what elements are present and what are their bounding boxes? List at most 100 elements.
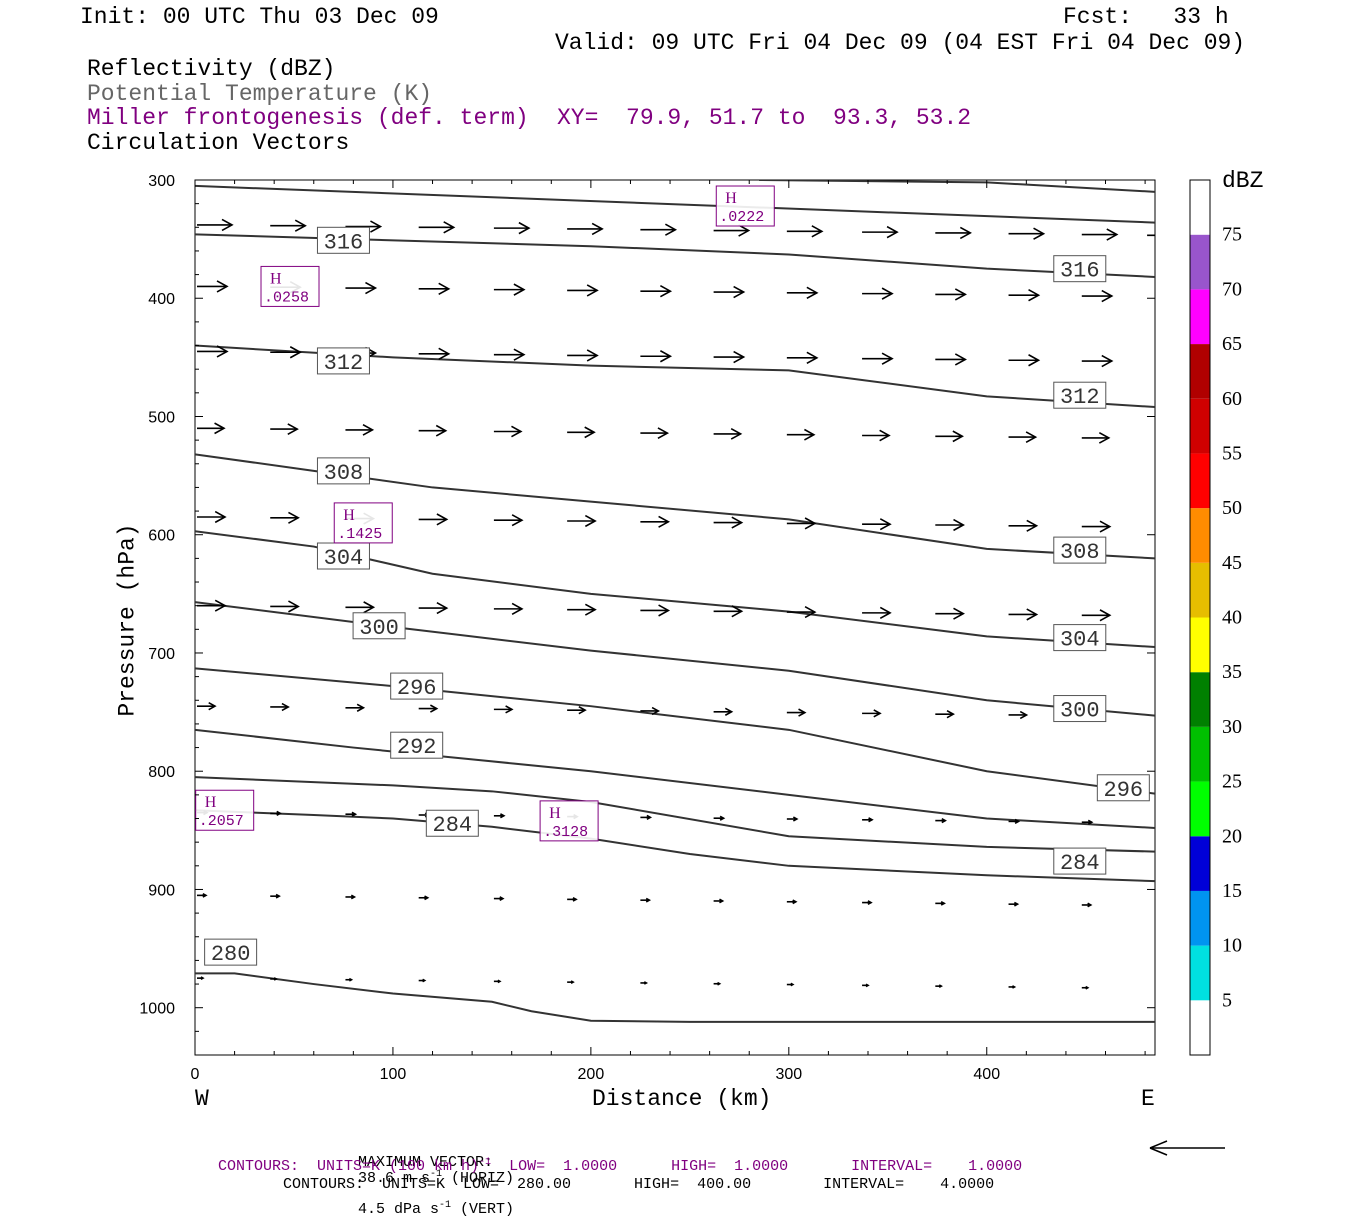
footer-theta-contours: CONTOURS: UNITS=K LOW= 280.00 HIGH= 400.… [283, 1176, 995, 1193]
circulation-vector [713, 815, 726, 821]
circulation-vector [935, 710, 955, 719]
circulation-vector [345, 703, 366, 712]
colorbar-label: 30 [1222, 716, 1242, 738]
circulation-vector [270, 423, 299, 436]
circulation-vector [567, 980, 575, 984]
circulation-vector [1081, 228, 1119, 241]
frontogenesis-max-box [260, 265, 320, 307]
contour-label-box [1053, 695, 1107, 723]
circulation-vector [493, 221, 531, 235]
circulation-vector [935, 900, 946, 906]
x-axis-east-label: E [1141, 1086, 1155, 1112]
contour-label-304: 304 [324, 546, 364, 571]
circulation-vector [1081, 432, 1111, 444]
frontogenesis-max-value: .2057 [199, 813, 244, 830]
contour-label-box [1096, 774, 1150, 802]
circulation-vector [1008, 227, 1046, 240]
contour-label-box [316, 542, 370, 570]
circulation-vector [197, 345, 229, 358]
contour-label-box [316, 457, 370, 485]
circulation-vector [493, 602, 524, 615]
circulation-vector [418, 424, 448, 437]
colorbar-segment [1190, 398, 1210, 454]
theta-contour-300 [195, 601, 1155, 717]
circulation-vector [270, 893, 281, 899]
circulation-vector [862, 709, 882, 718]
frontogenesis-max-value: .0222 [719, 209, 764, 226]
frontogenesis-max-marker: H [725, 190, 737, 207]
circulation-vector [713, 224, 751, 237]
max-vector-label: MAXIMUM VECTOR: [358, 1154, 494, 1171]
theta-contour-296 [195, 667, 1155, 795]
circulation-vector [862, 429, 891, 442]
circulation-vector [270, 810, 282, 817]
theta-contour-280 [195, 972, 1155, 1023]
colorbar-segment [1190, 617, 1210, 673]
circulation-vector [418, 601, 449, 615]
circulation-vector [1008, 985, 1017, 989]
circulation-vector [567, 706, 587, 715]
colorbar-segment [1190, 344, 1210, 399]
circulation-vector [345, 424, 375, 436]
circulation-vector [197, 422, 226, 435]
circulation-vector [418, 513, 449, 526]
colorbar-segment [1190, 672, 1210, 727]
x-tick-label: 300 [775, 1066, 802, 1083]
circulation-vector [713, 605, 744, 618]
circulation-vector [418, 347, 451, 361]
x-tick-label: 200 [578, 1066, 605, 1083]
colorbar-segment [1190, 836, 1210, 891]
contour-label-316: 316 [1060, 259, 1100, 284]
circulation-vector [1008, 901, 1020, 907]
theta-contour-292 [195, 728, 1155, 829]
circulation-vector [1081, 520, 1112, 533]
contour-label-312: 312 [1060, 385, 1100, 410]
circulation-vector [197, 702, 217, 711]
frontogenesis-max-box [195, 789, 255, 831]
contour-label-316: 316 [324, 230, 364, 255]
circulation-vector [567, 514, 597, 528]
circulation-vector [1008, 289, 1041, 302]
contour-label-box [352, 612, 406, 640]
circulation-vector [270, 977, 278, 981]
circulation-vector [862, 606, 892, 619]
frontogenesis-max-marker: H [205, 794, 217, 811]
colorbar-label: 5 [1222, 989, 1232, 1011]
circulation-vector [197, 218, 234, 232]
circulation-vector [640, 604, 671, 617]
circulation-vector [1008, 818, 1021, 825]
init-time: Init: 00 UTC Thu 03 Dec 09 [80, 4, 439, 30]
max-vector-vert: 4.5 dPa s-1 (VERT) [358, 1200, 515, 1218]
circulation-vector [935, 518, 965, 532]
contour-label-300: 300 [1060, 699, 1100, 724]
colorbar-segment [1190, 945, 1210, 1001]
contour-label-box [425, 809, 479, 837]
colorbar-label: 60 [1222, 388, 1242, 410]
colorbar-label: 65 [1222, 333, 1242, 355]
circulation-vector [1081, 819, 1094, 825]
y-tick-label: 700 [148, 646, 175, 663]
circulation-vector [567, 284, 599, 297]
y-axis-title: Pressure (hPa) [114, 523, 141, 717]
frontogenesis-max-value: .1425 [337, 526, 382, 543]
circulation-vector [270, 219, 307, 232]
circulation-vector [935, 430, 964, 443]
circulation-vector [197, 892, 208, 898]
theta-contour-320 [195, 184, 1155, 224]
contour-label-284: 284 [433, 813, 473, 838]
colorbar-label: 70 [1222, 278, 1242, 300]
frontogenesis-max-box [715, 185, 775, 227]
circulation-vector [345, 281, 378, 295]
y-tick-label: 400 [148, 291, 175, 308]
colorbar-label: 55 [1222, 442, 1242, 464]
colorbar-segment [1190, 289, 1210, 345]
colorbar-label: 20 [1222, 825, 1242, 847]
circulation-vector [1081, 289, 1114, 303]
reflectivity-legend: Reflectivity (dBZ) [87, 56, 336, 82]
theta-contour-308 [195, 453, 1155, 560]
colorbar-segment [1190, 726, 1210, 782]
contour-label-296: 296 [1104, 778, 1144, 803]
colorbar-segment [1190, 890, 1210, 946]
circulation-vector [1147, 234, 1155, 237]
